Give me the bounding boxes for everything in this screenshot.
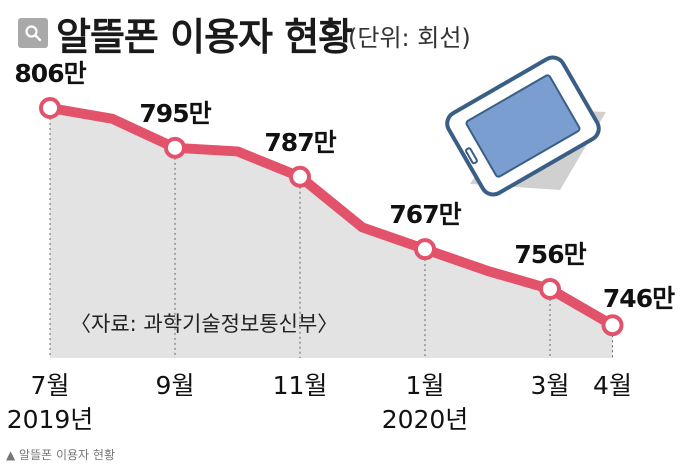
x-tick-label: 7월 [31,371,70,400]
data-point [39,97,61,119]
data-label: 767만 [389,200,461,229]
data-label: 787만 [264,128,336,157]
data-label: 795만 [139,99,211,128]
data-point [164,136,186,159]
caption: ▲ 알뜰폰 이용자 현황 [6,448,115,462]
x-tick-year: 2020년 [382,405,469,434]
x-tick-year: 2019년 [7,405,94,434]
data-point [414,238,436,261]
area-fill [50,108,613,358]
series-line [45,103,618,331]
data-label: 746만 [603,284,675,313]
search-button[interactable] [18,18,48,48]
x-tick-label: 1월 [406,371,445,400]
unit-label: (단위: 회선) [348,24,471,52]
data-label: 756만 [514,240,586,269]
smartphone-icon [445,55,606,197]
data-point [289,165,311,188]
data-point [601,314,624,337]
source-note: 〈자료: 과학기술정보통신부〉 [70,312,338,336]
search-icon [25,25,42,42]
data-point [539,278,561,300]
data-label: 806만 [14,59,86,88]
x-tick-label: 9월 [156,371,195,400]
chart-title: 알뜰폰 이용자 현황 [56,15,353,59]
x-tick-label: 11월 [273,371,328,400]
x-tick-label: 4월 [593,371,632,400]
x-tick-label: 3월 [531,371,570,400]
